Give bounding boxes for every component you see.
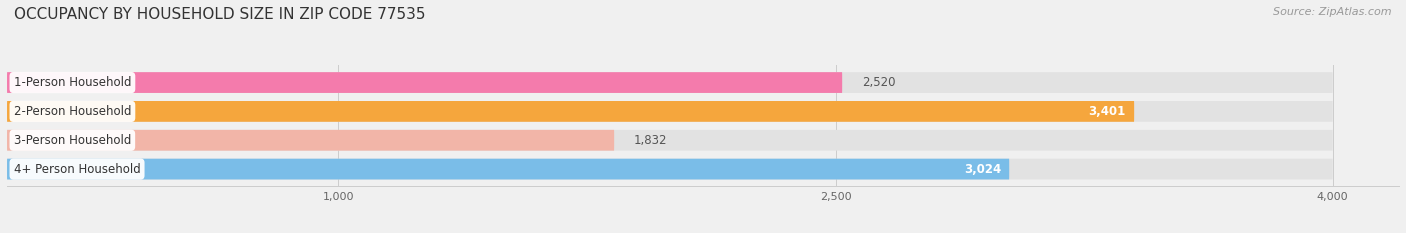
- FancyBboxPatch shape: [7, 130, 1333, 151]
- Text: 2-Person Household: 2-Person Household: [14, 105, 131, 118]
- FancyBboxPatch shape: [7, 72, 1333, 93]
- Text: 3,401: 3,401: [1088, 105, 1126, 118]
- Text: OCCUPANCY BY HOUSEHOLD SIZE IN ZIP CODE 77535: OCCUPANCY BY HOUSEHOLD SIZE IN ZIP CODE …: [14, 7, 426, 22]
- FancyBboxPatch shape: [7, 159, 1010, 179]
- Text: 1,832: 1,832: [634, 134, 668, 147]
- Text: Source: ZipAtlas.com: Source: ZipAtlas.com: [1274, 7, 1392, 17]
- Text: 4+ Person Household: 4+ Person Household: [14, 163, 141, 176]
- Text: 1-Person Household: 1-Person Household: [14, 76, 131, 89]
- FancyBboxPatch shape: [7, 72, 842, 93]
- FancyBboxPatch shape: [7, 101, 1333, 122]
- FancyBboxPatch shape: [7, 130, 614, 151]
- FancyBboxPatch shape: [7, 159, 1333, 179]
- Text: 3,024: 3,024: [963, 163, 1001, 176]
- Text: 3-Person Household: 3-Person Household: [14, 134, 131, 147]
- FancyBboxPatch shape: [7, 101, 1135, 122]
- Text: 2,520: 2,520: [862, 76, 896, 89]
